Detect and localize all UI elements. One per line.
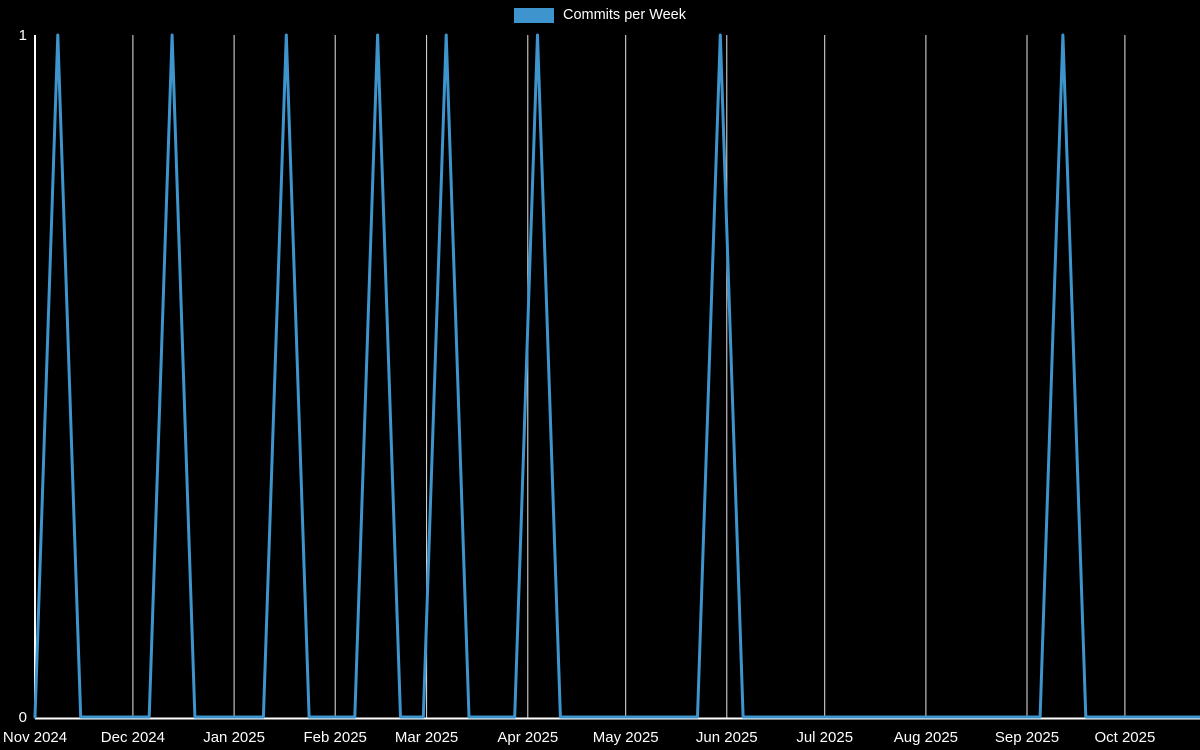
- x-tick-label: Aug 2025: [894, 729, 958, 746]
- x-tick-label: Jun 2025: [696, 729, 758, 746]
- commits-line-series: [33, 33, 1200, 719]
- x-tick-label: Jan 2025: [203, 729, 265, 746]
- x-tick-label: Nov 2024: [3, 729, 67, 746]
- x-tick-label: May 2025: [593, 729, 659, 746]
- x-tick-label: Dec 2024: [101, 729, 165, 746]
- legend-label: Commits per Week: [562, 7, 686, 24]
- y-tick-label: 0: [19, 709, 27, 726]
- x-tick-label: Apr 2025: [497, 729, 558, 746]
- x-tick-label: Feb 2025: [304, 729, 367, 746]
- x-tick-label: Oct 2025: [1094, 729, 1155, 746]
- x-tick-label: Sep 2025: [995, 729, 1059, 746]
- x-tick-label: Jul 2025: [796, 729, 853, 746]
- chart-legend[interactable]: Commits per Week: [0, 8, 1200, 23]
- y-tick-label: 1: [19, 27, 27, 44]
- x-tick-label: Mar 2025: [395, 729, 458, 746]
- legend-swatch: [513, 8, 554, 23]
